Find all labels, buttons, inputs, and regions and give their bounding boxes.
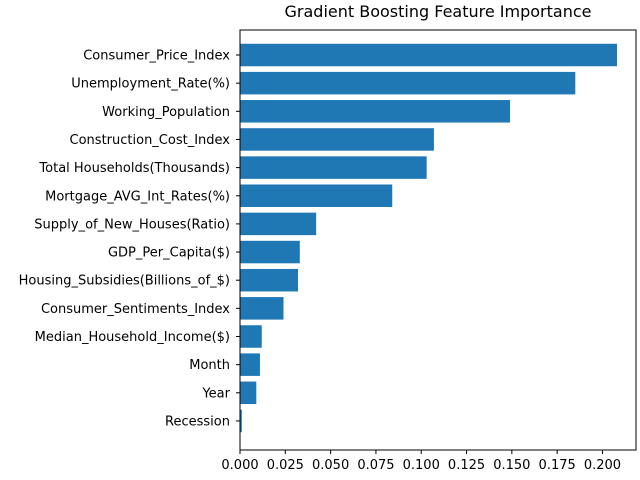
bars-group — [240, 43, 617, 433]
chart-title: Gradient Boosting Feature Importance — [285, 2, 592, 21]
y-tick-label: Unemployment_Rate(%) — [71, 77, 230, 92]
plot-frame — [239, 29, 637, 451]
y-tick-label: Total Households(Thousands) — [38, 161, 230, 176]
y-tick-label: Month — [189, 358, 230, 373]
x-tick-label: 0.075 — [357, 458, 394, 473]
bar — [240, 71, 576, 95]
bar — [240, 409, 242, 433]
y-tick-label: Consumer_Price_Index — [83, 49, 230, 64]
y-tick-label: GDP_Per_Capita($) — [108, 246, 230, 261]
y-tick-label: Mortgage_AVG_Int_Rates(%) — [45, 189, 230, 204]
bar — [240, 128, 434, 151]
bar — [240, 100, 511, 123]
bar — [240, 212, 317, 236]
x-tick-label: 0.175 — [539, 458, 576, 473]
y-tick-label: Working_Population — [102, 105, 230, 120]
y-tick-label: Median_Household_Income($) — [35, 330, 230, 345]
y-axis-ticks: Consumer_Price_Index Unemployment_Rate(%)… — [19, 49, 240, 429]
y-tick-label: Supply_of_New_Houses(Ratio) — [34, 217, 230, 232]
bar — [240, 240, 300, 264]
x-axis-ticks: 0.000 0.025 0.050 0.075 0.100 0.125 0.150 0.175… — [221, 450, 621, 473]
x-tick-label: 0.200 — [584, 458, 621, 473]
x-tick-label: 0.150 — [493, 458, 530, 473]
y-tick-label: Housing_Subsidies(Billions_of_$) — [19, 274, 230, 289]
bar — [240, 297, 284, 320]
y-tick-label: Consumer_Sentiments_Index — [41, 302, 230, 317]
y-tick-label: Year — [201, 386, 230, 401]
bar — [240, 184, 393, 207]
x-tick-label: 0.050 — [312, 458, 349, 473]
bar — [240, 381, 257, 405]
x-tick-label: 0.125 — [448, 458, 485, 473]
x-tick-label: 0.025 — [267, 458, 304, 473]
bar — [240, 268, 298, 292]
y-tick-label: Construction_Cost_Index — [70, 133, 231, 148]
bar — [240, 353, 260, 376]
bar — [240, 43, 617, 67]
bar — [240, 325, 262, 348]
y-tick-label: Recession — [165, 414, 230, 429]
x-tick-label: 0.100 — [403, 458, 440, 473]
x-tick-label: 0.000 — [221, 458, 258, 473]
bar — [240, 156, 427, 179]
